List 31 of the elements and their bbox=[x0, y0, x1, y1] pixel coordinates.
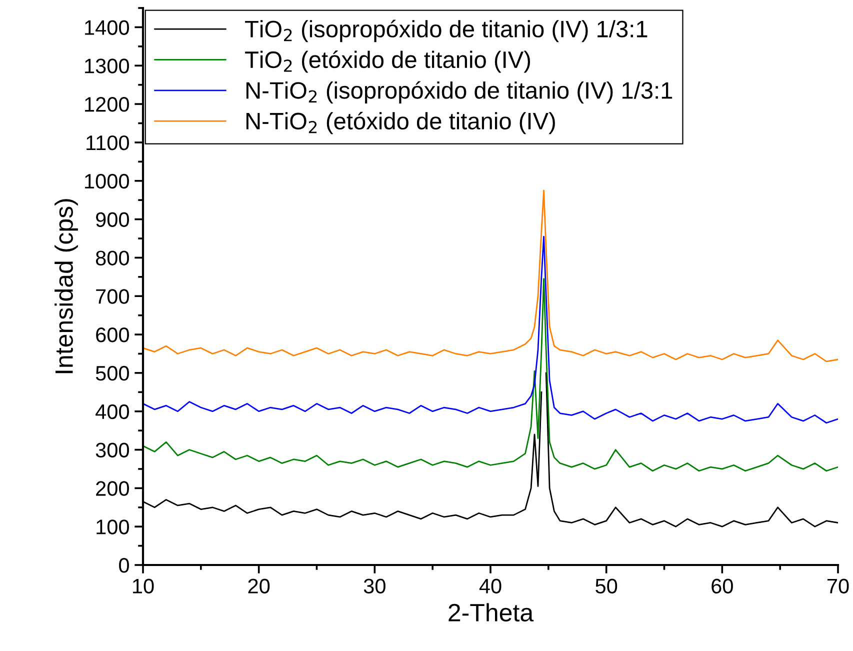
x-tick-label: 70 bbox=[827, 578, 849, 594]
y-tick-label: 800 bbox=[96, 250, 129, 266]
line-series bbox=[143, 278, 838, 472]
y-tick-label: 0 bbox=[119, 558, 129, 573]
line-series bbox=[143, 190, 838, 362]
y-tick-label: 900 bbox=[96, 212, 129, 228]
y-tick-label: 1200 bbox=[85, 97, 129, 112]
y-tick-label: 200 bbox=[96, 481, 129, 496]
y-tick-label: 300 bbox=[96, 442, 129, 458]
legend-label: TiO$_{2}$ (etóxido de titanio (IV) bbox=[245, 50, 530, 73]
y-axis-title: Intensidad (cps) bbox=[54, 199, 78, 374]
y-tick-label: 1300 bbox=[85, 58, 129, 74]
x-tick-label: 10 bbox=[133, 578, 154, 594]
y-tick-label: 400 bbox=[96, 404, 129, 420]
y-tick-label: 100 bbox=[96, 520, 129, 534]
x-tick-label: 30 bbox=[364, 578, 386, 594]
y-tick-label: 1000 bbox=[85, 174, 129, 189]
legend-label: TiO$_{2}$ (isopropóxido de titanio (IV) 1/3:1 bbox=[245, 20, 648, 42]
y-tick-label: 1100 bbox=[86, 135, 129, 150]
y-tick-label: 500 bbox=[96, 366, 129, 381]
x-tick-label: 20 bbox=[248, 578, 270, 594]
x-tick-label: 50 bbox=[596, 578, 618, 594]
line-series bbox=[143, 236, 838, 424]
x-tick-label: 60 bbox=[712, 578, 733, 594]
x-tick-label: 40 bbox=[479, 578, 502, 594]
y-tick-label: 600 bbox=[96, 328, 129, 342]
legend-label: N-TiO$_{2}$ (etóxido de titanio (IV) bbox=[246, 112, 555, 134]
x-axis-title: 2-Theta bbox=[448, 603, 534, 622]
y-tick-label: 1400 bbox=[85, 20, 129, 35]
y-tick-label: 700 bbox=[96, 289, 129, 304]
legend-label: N-TiO$_{2}$ (isopropóxido de titanio (IV) 1/3:1 bbox=[246, 81, 672, 104]
